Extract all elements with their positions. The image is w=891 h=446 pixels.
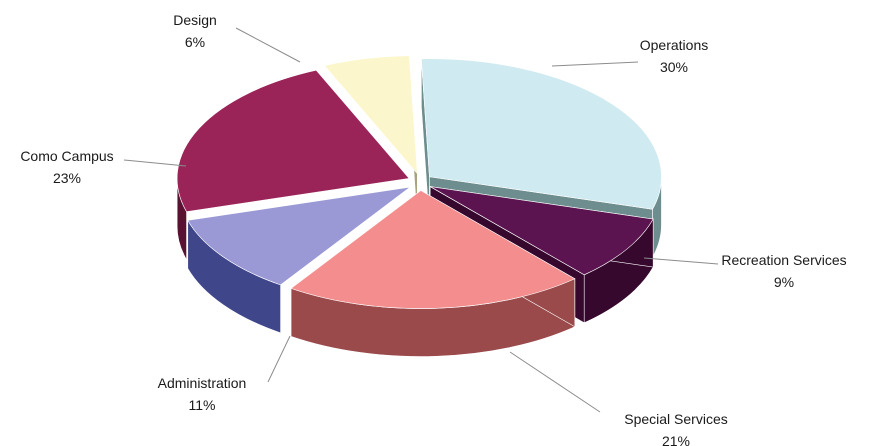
pie-top-layer <box>176 55 662 309</box>
slice-special-services <box>290 190 576 309</box>
leader-line-design <box>235 27 301 63</box>
slice-value-recreation-services: 9% <box>774 274 794 290</box>
slice-value-design: 6% <box>185 34 205 50</box>
slice-value-special-services: 21% <box>662 433 690 446</box>
slice-recreation-services <box>430 186 654 276</box>
slice-labels: Operations 30% Recreation Services 9% Specia… <box>20 12 846 446</box>
leader-lines <box>123 27 719 413</box>
slice-design <box>323 55 418 175</box>
slice-value-como-campus: 23% <box>53 170 81 186</box>
slice-value-administration: 11% <box>189 397 216 413</box>
leader-line-recreation-services <box>643 257 719 265</box>
leader-line-administration <box>267 335 291 383</box>
slice-administration <box>187 186 411 286</box>
slice-label-design: Design <box>173 12 217 28</box>
slice-label-como-campus: Como Campus <box>20 148 113 164</box>
leader-line-special-services <box>509 351 601 413</box>
slice-value-operations: 30% <box>660 59 688 75</box>
slice-label-operations: Operations <box>640 37 708 53</box>
slice-label-administration: Administration <box>158 375 247 391</box>
slice-como-campus <box>176 69 410 213</box>
leader-line-operations <box>551 61 639 67</box>
slice-label-special-services: Special Services <box>624 411 728 427</box>
leader-line-como-campus <box>123 159 187 167</box>
slice-label-recreation-services: Recreation Services <box>721 252 846 268</box>
slice-operations <box>421 58 662 210</box>
